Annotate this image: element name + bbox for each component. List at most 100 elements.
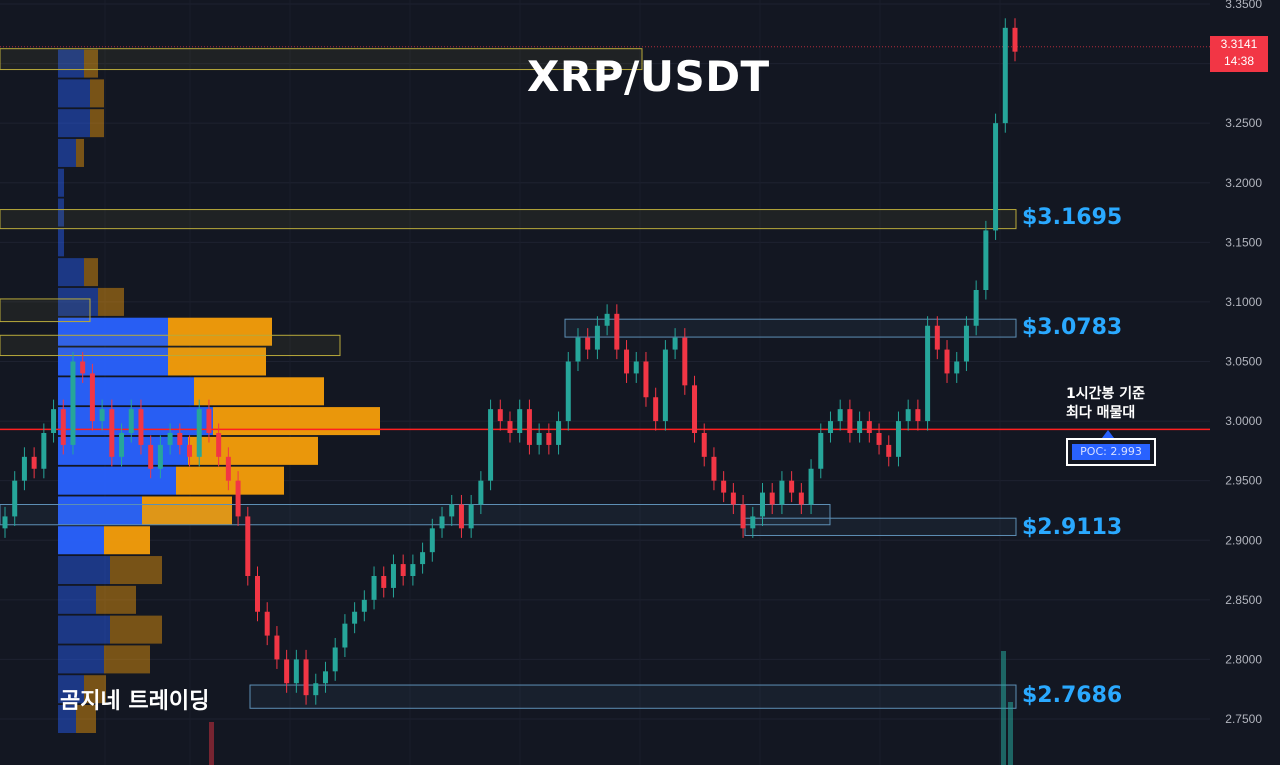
volume-bar <box>1008 702 1013 765</box>
candle-body <box>439 516 445 529</box>
vp-down-bar <box>213 407 380 436</box>
candle-body <box>70 361 76 445</box>
candle-body <box>1012 27 1018 52</box>
poc-annotation: 1시간봉 기준 최다 매물대 <box>1066 385 1145 423</box>
candle-body <box>954 361 960 374</box>
vp-down-bar <box>96 585 136 614</box>
price-axis[interactable]: 3.35003.30003.25003.20003.15003.10003.05… <box>1225 0 1262 726</box>
volume-bar <box>1001 651 1006 765</box>
candle-body <box>614 313 620 350</box>
vp-up-bar <box>58 377 194 406</box>
candle-body <box>342 623 348 648</box>
candle-body <box>682 337 688 386</box>
candle-body <box>420 552 426 565</box>
candle-body <box>80 361 86 374</box>
current-price-tag: 3.3141 14:38 <box>1210 36 1268 72</box>
watermark-text: 곰지네 트레이딩 <box>60 689 210 714</box>
candle-body <box>322 671 328 684</box>
vp-up-bar <box>58 198 64 227</box>
candle-body <box>2 516 8 529</box>
vp-down-bar <box>104 645 150 674</box>
vp-down-bar <box>104 526 150 555</box>
vp-up-bar <box>58 526 104 555</box>
vp-down-bar <box>194 377 324 406</box>
candle-body <box>866 421 872 433</box>
candle-body <box>517 409 523 433</box>
vp-up-bar <box>58 556 110 585</box>
candle-body <box>585 337 591 350</box>
poc-pointer <box>1102 430 1114 438</box>
vp-down-bar <box>76 705 96 733</box>
vp-down-bar <box>168 347 266 376</box>
candle-body <box>847 409 853 433</box>
candle-body <box>701 433 707 457</box>
y-tick-label: 3.2500 <box>1225 116 1262 130</box>
current-price-value: 3.3141 <box>1220 37 1258 51</box>
y-tick-label: 3.1500 <box>1225 235 1262 249</box>
candle-body <box>993 123 999 231</box>
candle-body <box>21 456 27 481</box>
candle-body <box>497 409 503 422</box>
candle-body <box>575 337 581 362</box>
candle-body <box>89 373 95 422</box>
candle-body <box>760 492 765 517</box>
y-tick-label: 3.0000 <box>1225 414 1262 428</box>
vp-up-bar <box>58 317 168 346</box>
candle-body <box>808 468 814 505</box>
vp-up-bar <box>58 705 76 733</box>
level-label-3-0783: $3.0783 <box>1022 315 1123 340</box>
candle-body <box>468 504 474 529</box>
candle-body <box>905 409 911 422</box>
candle-body <box>216 433 222 457</box>
vp-down-bar <box>98 287 124 316</box>
candle-body <box>458 504 464 529</box>
vp-up-bar <box>58 347 168 376</box>
volume-profile <box>58 49 380 733</box>
candle-body <box>264 611 270 636</box>
vp-up-bar <box>58 79 90 108</box>
zone-box <box>564 318 1017 338</box>
candle-body <box>672 337 678 350</box>
y-tick-label: 2.9000 <box>1225 533 1262 547</box>
candle-body <box>225 456 231 481</box>
y-tick-label: 3.3500 <box>1225 0 1262 11</box>
level-label-3-1695: $3.1695 <box>1022 205 1123 230</box>
level-zones <box>0 46 1210 709</box>
candle-body <box>255 576 260 612</box>
volume-bar <box>209 722 214 765</box>
candle-body <box>60 409 66 445</box>
y-tick-label: 2.8000 <box>1225 652 1262 666</box>
candle-body <box>235 480 241 517</box>
candle-body <box>779 480 785 505</box>
zone-box <box>249 684 1017 709</box>
candle-body <box>662 349 668 422</box>
candle-body <box>128 409 134 433</box>
vp-up-bar <box>58 466 176 495</box>
candle-body <box>963 325 969 362</box>
zone-box <box>0 334 341 357</box>
vp-down-bar <box>90 109 104 138</box>
candle-body <box>934 325 940 350</box>
vp-up-bar <box>58 615 110 644</box>
candle-body <box>857 421 863 433</box>
candle-body <box>274 635 280 660</box>
vp-up-bar <box>58 49 84 78</box>
candle-body <box>478 480 484 505</box>
candle-body <box>51 409 57 433</box>
vp-down-bar <box>188 436 318 465</box>
candle-body <box>371 576 377 600</box>
poc-label-text: POC: 2.993 <box>1072 444 1150 460</box>
poc-note-line1: 1시간봉 기준 <box>1066 386 1146 402</box>
candle-body <box>624 349 630 374</box>
candle-body <box>789 480 795 493</box>
candle-body <box>944 349 950 374</box>
candle-body <box>361 599 367 612</box>
candle-body <box>876 433 882 445</box>
candle-body <box>983 230 989 290</box>
y-tick-label: 2.9500 <box>1225 474 1262 488</box>
candle-body <box>138 409 144 445</box>
vp-up-bar <box>58 228 64 257</box>
vp-down-bar <box>110 615 162 644</box>
